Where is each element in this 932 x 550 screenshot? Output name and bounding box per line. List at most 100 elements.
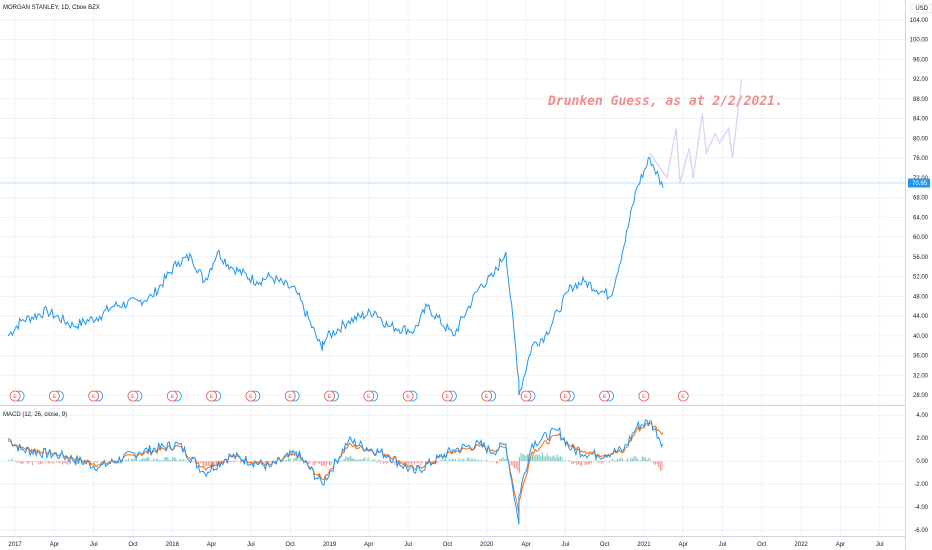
histogram-bar — [170, 460, 172, 462]
histogram-bar — [584, 461, 586, 466]
histogram-bar — [252, 460, 254, 462]
histogram-bar — [546, 453, 548, 462]
earnings-marker[interactable]: E — [363, 390, 379, 402]
histogram-bar — [325, 461, 327, 467]
price-series-line — [7, 156, 664, 396]
earnings-circle — [88, 390, 100, 402]
histogram-bar — [19, 461, 21, 464]
histogram-bar — [587, 461, 589, 465]
histogram-bar — [178, 459, 180, 462]
histogram-bar — [96, 461, 98, 463]
histogram-bar — [527, 454, 529, 462]
histogram-bar — [184, 460, 186, 462]
macd-title[interactable]: MACD (12, 26, close, 9) — [3, 412, 67, 418]
earnings-marker[interactable]: E — [599, 390, 614, 402]
macd-tick-label: 0.00 — [916, 459, 928, 465]
histogram-bar — [420, 461, 422, 466]
histogram-bar — [505, 459, 507, 462]
histogram-bar — [176, 460, 178, 462]
time-axis[interactable]: 2017 Apr Jul Oct 2018 Apr Jul Oct 2019 Apr Jul Oct 2… — [8, 542, 883, 548]
earnings-marker[interactable]: E — [441, 390, 457, 402]
histogram-bar — [564, 460, 566, 462]
histogram-bar — [489, 460, 491, 462]
histogram-bar — [40, 461, 42, 465]
histogram-bar — [504, 458, 506, 462]
earnings-marker[interactable]: E — [402, 390, 418, 402]
earnings-marker[interactable]: E — [638, 390, 650, 402]
earnings-marker[interactable]: E — [245, 390, 261, 402]
histogram-bar — [49, 461, 51, 464]
earnings-circle — [245, 390, 257, 402]
histogram-bar — [284, 460, 286, 462]
histogram-bar — [44, 461, 46, 463]
macd-axis[interactable]: -6.00 -4.00 -2.00 0.00 2.00 4.00 — [914, 413, 928, 534]
price-tick-label: 100.00 — [910, 38, 929, 44]
earnings-marker[interactable]: E — [166, 390, 182, 402]
earnings-letter: E — [53, 394, 57, 400]
histogram-bar — [376, 461, 378, 463]
histogram-bar — [58, 461, 60, 464]
macd-tick-label: 4.00 — [916, 413, 928, 419]
price-tick-label: 28.00 — [913, 393, 929, 399]
histogram-bar — [173, 457, 175, 462]
histogram-bar — [47, 461, 49, 464]
histogram-bar — [410, 461, 412, 466]
histogram-bar — [348, 456, 350, 462]
histogram-bar — [301, 459, 303, 462]
histogram-bar — [8, 459, 10, 462]
earnings-letter: E — [170, 394, 174, 400]
histogram-bar — [600, 461, 602, 464]
time-tick-label: 2019 — [323, 542, 337, 548]
histogram-bar — [168, 460, 170, 462]
price-tick-label: 44.00 — [913, 314, 929, 320]
histogram-bar — [57, 461, 59, 463]
earnings-marker[interactable]: E — [206, 390, 222, 402]
histogram-bar — [641, 456, 643, 462]
histogram-bar — [328, 461, 330, 466]
earnings-marker[interactable]: E — [520, 390, 536, 402]
histogram-bar — [651, 461, 653, 463]
price-tick-label: 52.00 — [913, 275, 929, 281]
histogram-bar — [509, 460, 511, 462]
earnings-marker[interactable]: E — [559, 390, 575, 402]
earnings-marker[interactable]: E — [49, 390, 64, 402]
histogram-bar — [597, 461, 599, 463]
histogram-bar — [233, 461, 235, 463]
histogram-bar — [536, 455, 538, 462]
histogram-bar — [439, 460, 441, 462]
histogram-bar — [30, 461, 32, 463]
histogram-bar — [310, 461, 312, 462]
earnings-circle — [677, 390, 689, 402]
histogram-bar — [150, 460, 152, 462]
histogram-bar — [319, 461, 321, 464]
time-tick-label: Jul — [404, 542, 412, 548]
histogram-bar — [263, 461, 265, 463]
price-tick-label: 36.00 — [913, 354, 929, 360]
earnings-marker[interactable]: E — [324, 390, 339, 402]
histogram-bar — [365, 460, 367, 462]
histogram-bar — [128, 458, 130, 462]
symbol-title[interactable]: MORGAN STANLEY, 1D, Cboe BZX — [3, 5, 100, 11]
histogram-bar — [297, 460, 299, 462]
histogram-bar — [21, 461, 23, 465]
time-tick-label: Jul — [719, 542, 727, 548]
histogram-bar — [345, 456, 347, 462]
histogram-bar — [95, 461, 97, 462]
price-tick-label: 32.00 — [913, 373, 929, 379]
histogram-bar — [361, 459, 363, 462]
macd-tick-label: 2.00 — [916, 436, 928, 442]
earnings-marker[interactable]: E — [9, 390, 25, 402]
histogram-bar — [270, 461, 272, 463]
time-tick-label: 2022 — [794, 542, 808, 548]
earnings-circle — [402, 390, 414, 402]
earnings-marker[interactable]: E — [284, 390, 300, 402]
earnings-marker[interactable]: E — [127, 390, 143, 402]
earnings-marker[interactable]: E — [481, 390, 497, 402]
histogram-bar — [359, 459, 361, 462]
earnings-marker[interactable]: E — [88, 390, 104, 402]
currency-badge[interactable]: USD — [911, 3, 932, 14]
earnings-marker[interactable]: E — [677, 390, 689, 402]
earnings-letter: E — [13, 394, 17, 400]
